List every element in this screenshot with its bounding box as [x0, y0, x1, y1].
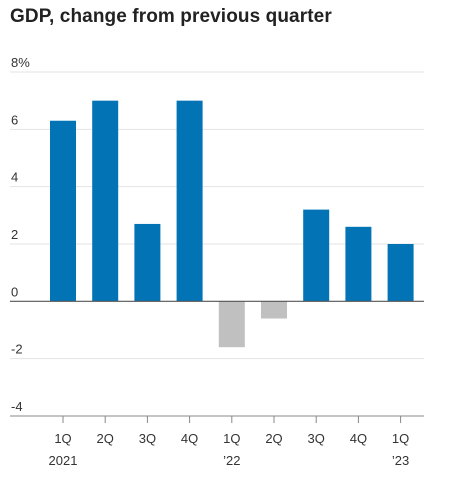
y-tick-label: 6	[11, 112, 18, 127]
y-tick-label: 4	[11, 170, 18, 185]
x-tick-year-label: ’22	[223, 453, 240, 468]
bar	[50, 120, 76, 302]
x-tick-label: 4Q	[350, 431, 367, 446]
x-tick-label: 3Q	[139, 431, 156, 446]
y-tick-label: 0	[11, 284, 18, 299]
x-tick-label: 1Q	[392, 431, 409, 446]
chart-title: GDP, change from previous quarter	[10, 6, 332, 27]
x-tick-label: 2Q	[97, 431, 114, 446]
y-tick-label: 8%	[11, 55, 30, 70]
bar	[134, 223, 161, 302]
bar	[303, 209, 330, 302]
x-axis: 1Q 2021 2Q 3Q 4Q 1Q ’22 2Q 3Q 4Q 1Q ’23	[10, 415, 424, 468]
y-tick-label: -4	[11, 399, 23, 414]
y-tick-label: -2	[11, 342, 23, 357]
x-tick-label: 2Q	[265, 431, 282, 446]
bar	[176, 100, 203, 302]
bars	[50, 100, 414, 348]
bar	[387, 244, 414, 302]
x-tick-label: 4Q	[181, 431, 198, 446]
x-tick-label: 3Q	[308, 431, 325, 446]
bar	[218, 301, 245, 348]
x-tick-year-label: 2021	[49, 453, 78, 468]
bar	[92, 100, 119, 302]
bar	[261, 301, 287, 319]
y-tick-label: 2	[11, 227, 18, 242]
x-tick-year-label: ’23	[392, 453, 409, 468]
y-axis-tick-labels: 8% 6 4 2 0 -2 -4	[11, 55, 30, 414]
x-tick-label: 1Q	[54, 431, 71, 446]
x-tick-label: 1Q	[223, 431, 240, 446]
bar	[345, 226, 372, 302]
